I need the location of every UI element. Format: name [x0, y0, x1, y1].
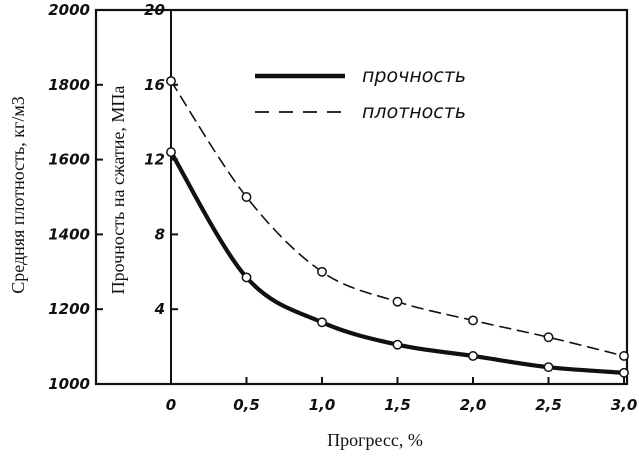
data-point-strength	[619, 367, 629, 378]
data-point-density	[619, 351, 629, 361]
strength-tick-label: 20	[144, 1, 165, 19]
series-layer	[166, 76, 629, 378]
plot-border	[94, 8, 629, 386]
x-tick-label: 0,5	[233, 396, 260, 414]
x-tick-label: 1,5	[384, 396, 411, 414]
data-point-strength	[468, 351, 478, 361]
left-y-tick-label: 2000	[48, 1, 90, 19]
x-tick-label: 3,0	[611, 396, 638, 414]
legend: прочность плотность	[255, 65, 466, 123]
data-point-density	[543, 332, 554, 343]
strength-tick-label: 4	[154, 300, 165, 318]
data-point-strength	[392, 339, 403, 350]
data-point-density	[317, 266, 327, 277]
data-point-strength	[317, 317, 327, 328]
x-tick-label: 0	[166, 396, 176, 414]
data-point-density	[241, 192, 252, 202]
left-y-tick-label: 1200	[48, 300, 90, 318]
right-y-axis-label: Прочность на сжатие, МПа	[108, 86, 128, 295]
data-point-density	[392, 296, 403, 307]
left-y-tick-label: 1800	[48, 76, 90, 94]
legend-label-density: плотность	[362, 101, 466, 123]
data-point-strength	[241, 272, 252, 283]
left-y-tick-label: 1400	[48, 225, 90, 243]
left-y-tick-label: 1600	[48, 151, 90, 169]
x-tick-label: 2,5	[535, 396, 562, 414]
x-tick-label: 1,0	[309, 396, 336, 414]
plot-frame	[94, 8, 629, 386]
data-point-strength	[166, 147, 176, 158]
data-point-strength	[543, 362, 554, 373]
x-tick-label: 2,0	[460, 396, 487, 414]
x-axis-label: Прогресс, %	[327, 430, 423, 450]
strength-tick-label: 16	[144, 76, 165, 94]
left-y-axis-label: Средняя плотность, кг/м3	[8, 96, 28, 294]
legend-label-strength: прочность	[362, 65, 466, 87]
left-y-tick-label: 1000	[48, 375, 90, 393]
strength-tick-label: 8	[155, 225, 165, 243]
axes: 1000 1200 1400 1600 1800 2000 4 8 12 16 20 0 0,5 1,0 1…	[48, 1, 637, 414]
series-line-density	[170, 80, 625, 357]
strength-tick-label: 12	[144, 151, 165, 169]
data-point-density	[166, 76, 176, 87]
data-point-density	[468, 315, 478, 326]
